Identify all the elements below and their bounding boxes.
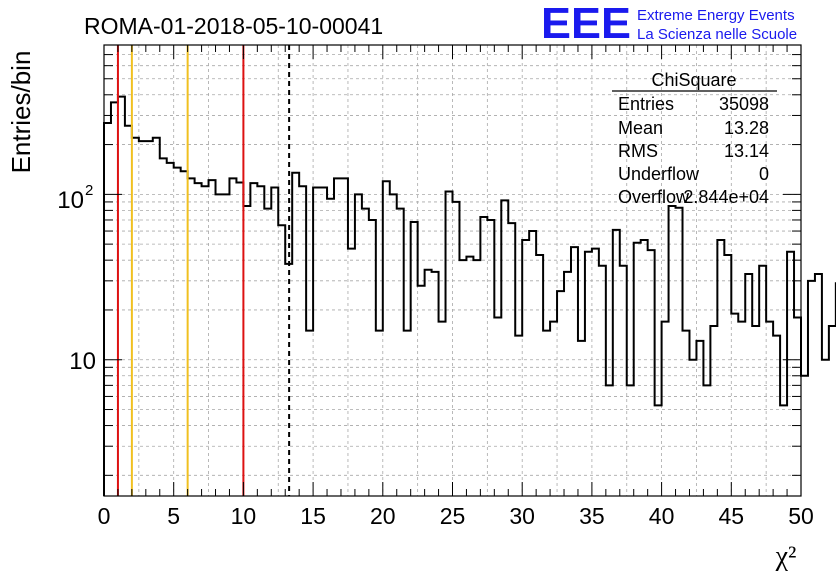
stats-value-overflow: 2.844e+04 bbox=[683, 187, 769, 207]
eee-logo: EEE Extreme Energy Events La Scienza nel… bbox=[541, 0, 797, 48]
y-axis-title: Entries/bin bbox=[6, 51, 36, 174]
x-tick-label: 15 bbox=[300, 503, 326, 529]
y-tick-label-10: 10 bbox=[69, 348, 96, 375]
stats-value-entries: 35098 bbox=[719, 94, 769, 114]
eee-logo-line2: La Scienza nelle Scuole bbox=[637, 26, 797, 43]
x-tick-labels: 0 5 10 15 20 25 30 35 40 45 50 bbox=[98, 503, 814, 529]
stats-label-overflow: Overflow bbox=[618, 187, 690, 207]
x-tick-label: 0 bbox=[98, 503, 111, 529]
x-tick-label: 40 bbox=[649, 503, 675, 529]
axis-ticks bbox=[103, 44, 802, 496]
histogram bbox=[103, 95, 836, 496]
y-tick-label-100: 10 bbox=[57, 187, 84, 214]
stats-box-title: ChiSquare bbox=[651, 70, 736, 90]
reference-lines bbox=[116, 45, 291, 496]
x-tick-label: 25 bbox=[440, 503, 466, 529]
stats-box: ChiSquare Entries 35098 Mean 13.28 RMS 1… bbox=[612, 70, 777, 207]
stats-value-mean: 13.28 bbox=[724, 118, 769, 138]
y-tick-label-100-exponent: 2 bbox=[85, 182, 93, 199]
stats-value-underflow: 0 bbox=[759, 164, 769, 184]
grid-lines bbox=[104, 45, 801, 496]
histogram-outline bbox=[103, 95, 836, 496]
stats-value-rms: 13.14 bbox=[724, 141, 769, 161]
x-tick-label: 30 bbox=[509, 503, 535, 529]
stats-label-mean: Mean bbox=[618, 118, 663, 138]
x-tick-label: 10 bbox=[231, 503, 257, 529]
x-tick-label: 5 bbox=[167, 503, 180, 529]
eee-logo-line1: Extreme Energy Events bbox=[637, 7, 795, 24]
x-tick-label: 45 bbox=[719, 503, 745, 529]
stats-label-entries: Entries bbox=[618, 94, 674, 114]
x-tick-label: 50 bbox=[788, 503, 814, 529]
eee-logo-mark: EEE bbox=[541, 0, 631, 48]
stats-label-underflow: Underflow bbox=[618, 164, 700, 184]
x-tick-label: 35 bbox=[579, 503, 605, 529]
chart-title: ROMA-01-2018-05-10-00041 bbox=[84, 13, 383, 39]
stats-label-rms: RMS bbox=[618, 141, 658, 161]
x-axis-title: χ² bbox=[775, 541, 797, 572]
x-tick-label: 20 bbox=[370, 503, 396, 529]
